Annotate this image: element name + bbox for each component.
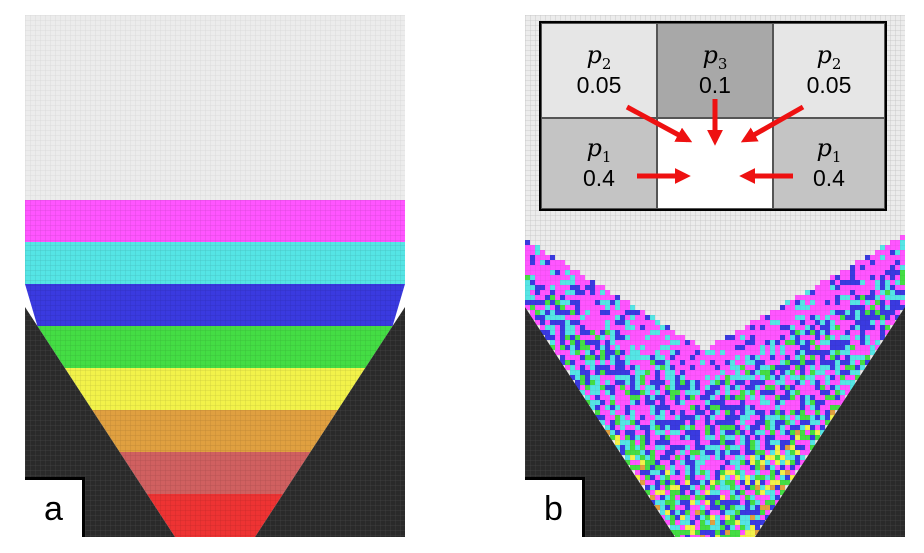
neighborhood-probability-inset: p2 0.05 p3 0.1 p2 0.05 p1 0.4 p1 0.4 bbox=[539, 21, 887, 211]
cell-mid-left: p1 0.4 bbox=[541, 118, 657, 209]
cell-symbol: p1 bbox=[816, 133, 842, 166]
cell-symbol: p2 bbox=[816, 40, 842, 73]
transition-arrows bbox=[625, 99, 805, 185]
cell-value: 0.05 bbox=[806, 71, 852, 98]
cell-value: 0.4 bbox=[813, 164, 845, 191]
arrow-from-top-left bbox=[625, 104, 693, 143]
cell-mid-right: p1 0.4 bbox=[773, 118, 885, 209]
cell-top-right: p2 0.05 bbox=[773, 23, 885, 118]
cell-value: 0.1 bbox=[699, 71, 731, 98]
panel-b: p2 0.05 p3 0.1 p2 0.05 p1 0.4 p1 0.4 bbox=[525, 15, 905, 537]
cell-symbol: p2 bbox=[586, 40, 612, 73]
cell-value: 0.05 bbox=[576, 71, 622, 98]
panel-label-a: a bbox=[25, 477, 85, 537]
cell-top-left: p2 0.05 bbox=[541, 23, 657, 118]
arrow-from-top-right bbox=[740, 104, 805, 143]
panel-label-b: b bbox=[525, 477, 585, 537]
cell-symbol: p3 bbox=[702, 40, 728, 73]
cell-value: 0.4 bbox=[583, 164, 615, 191]
cell-symbol: p1 bbox=[586, 133, 612, 166]
hopper-initial-state bbox=[25, 15, 405, 537]
panel-a: a bbox=[25, 15, 405, 537]
